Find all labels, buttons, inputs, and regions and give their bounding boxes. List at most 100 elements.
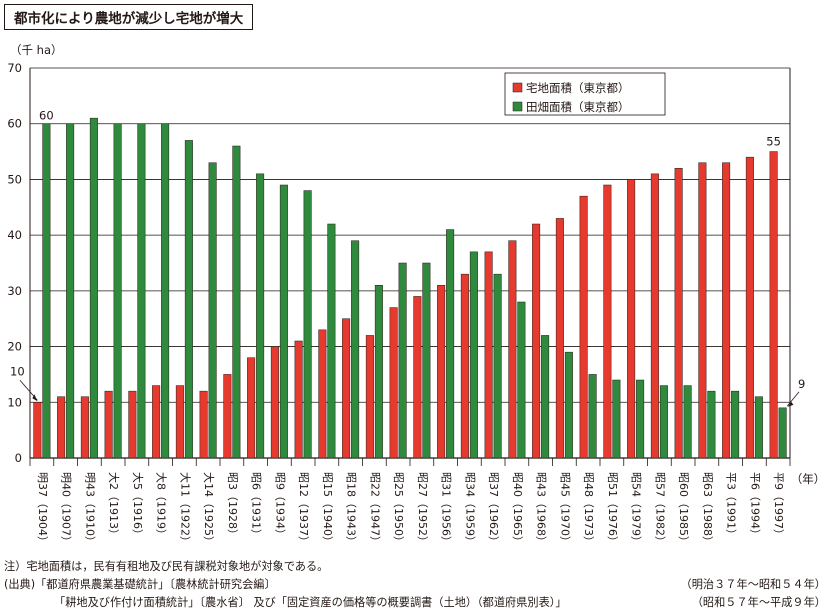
- x-tick-label: 昭40（1965）: [511, 472, 524, 547]
- bar-farmland: [66, 123, 75, 459]
- x-tick-label: 平6（1994）: [748, 472, 761, 540]
- legend-label: 宅地面積（東京都）: [526, 81, 630, 95]
- bar-farmland: [327, 223, 336, 459]
- x-tick-label: 昭51（1976）: [606, 472, 619, 547]
- chart-area: 0 10 20 30 40 50 60 70 （千 ha） 明37（1904） 明40（1907） 明…: [7, 43, 825, 547]
- x-tick-label: 昭63（1988）: [701, 472, 714, 547]
- bar-residential: [532, 223, 541, 459]
- x-tick-label: 明43（1910）: [83, 472, 96, 547]
- x-tick-label: 昭22（1947）: [368, 472, 381, 547]
- bar-residential: [389, 307, 398, 459]
- notes-section: 注）宅地面積は，民有有租地及び民有課税対象地が対象である。 (出典)「都道府県農…: [4, 558, 826, 612]
- bar-residential: [437, 285, 446, 459]
- bar-residential: [603, 184, 612, 459]
- bar-farmland: [137, 123, 146, 459]
- y-tick-label: 20: [7, 340, 22, 354]
- bar-farmland: [422, 262, 431, 459]
- bar-residential: [318, 329, 327, 459]
- bar-farmland: [707, 390, 716, 459]
- bar-residential: [579, 195, 588, 459]
- y-tick-label: 40: [7, 228, 22, 242]
- bar-residential: [294, 340, 303, 459]
- bar-farmland: [374, 285, 383, 459]
- bar-farmland: [89, 117, 98, 459]
- x-tick-label: 昭45（1970）: [558, 472, 571, 547]
- bar-residential: [342, 318, 351, 459]
- x-tick-label: 昭18（1943）: [345, 472, 358, 547]
- bar-residential: [33, 402, 42, 459]
- bar-farmland: [541, 335, 550, 459]
- data-label-farmland-first: 60: [39, 109, 54, 123]
- bar-farmland: [612, 379, 621, 459]
- bar-residential: [627, 179, 636, 459]
- x-tick-label: 明40（1907）: [60, 472, 73, 547]
- legend-swatch: [512, 82, 523, 93]
- bar-residential: [484, 251, 493, 459]
- bar-farmland: [42, 123, 51, 459]
- bar-residential: [223, 374, 232, 459]
- bar-farmland: [398, 262, 407, 459]
- bar-residential: [365, 335, 374, 459]
- x-tick-label: 昭34（1959）: [463, 472, 476, 547]
- x-tick-label: 昭15（1940）: [321, 472, 334, 547]
- source-line-2: 「耕地及び作付け面積統計」〔農水省〕 及び「固定資産の価格等の概要調書（土地）（…: [4, 594, 826, 612]
- bar-residential: [104, 390, 113, 459]
- source-line-1: (出典)「都道府県農業基礎統計」〔農林統計研究会編〕 （明治３７年〜昭和５４年）: [4, 576, 826, 594]
- legend-swatch: [512, 101, 523, 112]
- x-tick-label: 大8（1919）: [155, 472, 169, 540]
- x-tick-label: 大14（1925）: [202, 472, 216, 547]
- x-tick-label: 平3（1991）: [725, 472, 738, 540]
- bar-residential: [555, 218, 564, 459]
- bar-farmland: [303, 190, 312, 459]
- bar-farmland: [256, 173, 265, 459]
- bar-farmland: [517, 301, 526, 459]
- bar-residential: [152, 385, 161, 459]
- bar-farmland: [731, 390, 740, 459]
- bar-residential: [650, 173, 659, 459]
- bar-farmland: [113, 123, 122, 459]
- chart-title: 都市化により農地が減少し宅地が増大: [4, 4, 254, 30]
- y-axis-label: （千 ha）: [10, 43, 63, 57]
- x-tick-label: 昭57（1982）: [653, 472, 666, 547]
- bar-residential: [413, 296, 422, 459]
- data-label-residential-first: 10: [10, 364, 25, 378]
- bar-residential: [199, 390, 208, 459]
- footnote-text: 注）宅地面積は，民有有租地及び民有課税対象地が対象である。: [4, 560, 329, 573]
- bar-residential: [80, 396, 89, 459]
- annotation-arrowhead: [32, 394, 38, 402]
- bar-farmland: [208, 162, 217, 459]
- bar-farmland: [754, 396, 763, 459]
- x-tick-label: 昭9（1934）: [273, 472, 286, 540]
- bar-farmland: [446, 229, 455, 459]
- source-1-text: (出典)「都道府県農業基礎統計」〔農林統計研究会編〕: [4, 578, 276, 591]
- x-tick-label: 昭48（1973）: [582, 472, 595, 547]
- x-tick-label: 昭6（1931）: [250, 472, 263, 540]
- footnote: 注）宅地面積は，民有有租地及び民有課税対象地が対象である。: [4, 558, 826, 576]
- x-tick-label: 大5（1916）: [131, 472, 145, 540]
- data-label-residential-last: 55: [766, 135, 781, 149]
- y-tick-label: 50: [7, 172, 22, 186]
- bar-residential: [508, 240, 517, 459]
- annotation-arrowhead: [787, 401, 794, 407]
- y-tick-label: 60: [7, 117, 22, 131]
- bar-residential: [745, 156, 754, 459]
- bar-residential: [460, 273, 469, 459]
- bar-farmland: [351, 240, 360, 459]
- x-tick-label: 明37（1904）: [36, 472, 49, 547]
- bar-farmland: [564, 351, 573, 459]
- bar-farmland: [778, 407, 787, 459]
- bar-residential: [698, 162, 707, 459]
- x-tick-label: 昭25（1950）: [392, 472, 405, 547]
- source-1-period: （明治３７年〜昭和５４年）: [680, 578, 826, 591]
- bar-farmland: [659, 385, 668, 459]
- x-tick-label: 昭54（1979）: [630, 472, 643, 547]
- x-tick-label: 昭37（1962）: [487, 472, 500, 547]
- x-tick-label: 大11（1922）: [178, 472, 192, 547]
- bar-residential: [769, 151, 778, 459]
- bar-farmland: [588, 374, 597, 459]
- y-tick-label: 10: [7, 395, 22, 409]
- y-tick-label: 0: [15, 451, 22, 465]
- legend-box: [504, 72, 666, 116]
- x-tick-label: 昭31（1956）: [440, 472, 453, 547]
- source-2-text: 「耕地及び作付け面積統計」〔農水省〕 及び「固定資産の価格等の概要調書（土地）（…: [54, 596, 567, 609]
